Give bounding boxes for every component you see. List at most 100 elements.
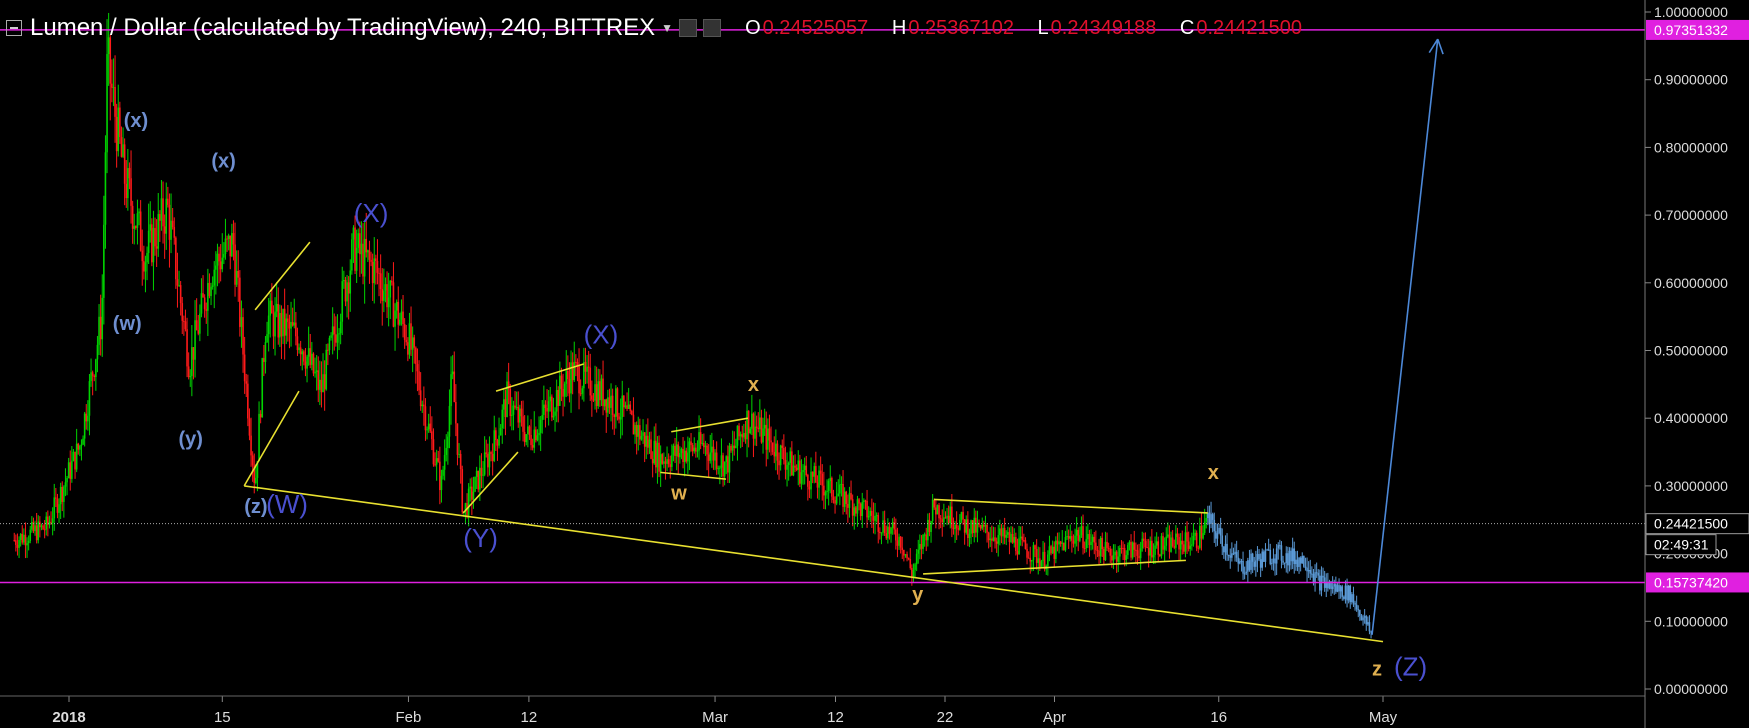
trendline[interactable] xyxy=(923,559,1186,575)
candle xyxy=(1000,528,1003,537)
candle xyxy=(341,281,344,322)
candle xyxy=(307,348,310,357)
candle xyxy=(789,451,792,463)
candle xyxy=(781,445,784,448)
trendline[interactable] xyxy=(254,241,311,311)
trendline[interactable] xyxy=(671,417,749,433)
candle xyxy=(1115,551,1118,562)
candle xyxy=(751,413,753,429)
x-tick-label: Mar xyxy=(702,709,728,726)
candle xyxy=(43,529,46,531)
format-icon[interactable] xyxy=(703,19,722,37)
chart-header: Lumen / Dollar (calculated by TradingVie… xyxy=(0,10,1320,46)
candle xyxy=(119,107,121,138)
candle xyxy=(445,448,448,455)
candle xyxy=(435,458,438,465)
candle xyxy=(48,521,51,525)
candle xyxy=(959,519,961,530)
candle xyxy=(869,510,872,516)
candle xyxy=(99,316,102,340)
candle xyxy=(536,435,539,441)
candle xyxy=(482,474,484,476)
candle xyxy=(594,384,596,401)
candle xyxy=(936,505,939,515)
candle xyxy=(285,318,288,336)
candle xyxy=(688,441,691,453)
candle xyxy=(131,205,134,229)
candle xyxy=(602,378,604,407)
candle xyxy=(1243,573,1246,575)
candle xyxy=(82,438,84,445)
countdown-tag xyxy=(1645,534,1717,556)
candle xyxy=(883,520,886,534)
candle xyxy=(479,467,481,490)
candle xyxy=(16,544,19,548)
candle xyxy=(74,451,76,470)
trendline[interactable] xyxy=(934,498,1208,514)
trendline[interactable] xyxy=(244,485,1384,643)
projection-arrow[interactable] xyxy=(1371,38,1439,635)
candle xyxy=(175,237,177,280)
y-tick-label: 0.30000000 xyxy=(1654,478,1728,494)
candle xyxy=(955,524,958,529)
candle xyxy=(269,300,272,316)
candle xyxy=(920,544,923,549)
candle xyxy=(1183,544,1185,552)
candle xyxy=(243,354,246,382)
candle xyxy=(328,337,331,351)
candle xyxy=(154,227,156,247)
collapse-icon[interactable] xyxy=(6,20,22,36)
candle xyxy=(144,262,147,272)
candle xyxy=(1074,535,1076,544)
candle xyxy=(605,399,608,413)
candle xyxy=(197,330,200,334)
candle xyxy=(245,381,248,384)
high-value: 0.25367102 xyxy=(908,16,1014,39)
price-tag xyxy=(1646,572,1749,593)
trendline[interactable] xyxy=(495,363,584,392)
candle xyxy=(939,518,942,520)
candle xyxy=(306,356,308,369)
candle xyxy=(1355,604,1358,610)
trendline[interactable] xyxy=(462,451,519,514)
settings-icon[interactable] xyxy=(679,19,698,37)
candle xyxy=(923,534,926,536)
trendline[interactable] xyxy=(660,471,727,480)
candle xyxy=(1048,546,1051,555)
chevron-down-icon[interactable]: ▼ xyxy=(661,21,674,35)
candle xyxy=(395,301,398,311)
candle xyxy=(874,515,876,521)
candle xyxy=(299,347,302,355)
candle xyxy=(1109,548,1112,556)
candle xyxy=(941,519,944,523)
y-tick-label: 0.70000000 xyxy=(1654,207,1728,223)
candle xyxy=(999,528,1001,536)
candle xyxy=(840,484,843,486)
close-label: C xyxy=(1179,16,1195,39)
candle xyxy=(1307,569,1310,572)
x-tick-label: 15 xyxy=(214,709,231,726)
candle xyxy=(1304,566,1307,568)
candle xyxy=(231,233,233,257)
candle xyxy=(757,427,760,430)
candle xyxy=(1290,550,1292,562)
candle xyxy=(1112,555,1115,561)
candle xyxy=(1061,542,1064,544)
candle xyxy=(402,311,404,325)
candle xyxy=(600,378,603,401)
candle xyxy=(560,375,563,389)
candle xyxy=(650,439,652,459)
candle xyxy=(362,243,364,277)
candle xyxy=(1359,609,1361,616)
trendline[interactable] xyxy=(243,390,300,487)
price-axis[interactable] xyxy=(1645,0,1749,728)
x-tick-label: Apr xyxy=(1043,709,1066,726)
candle xyxy=(290,322,292,329)
candle xyxy=(709,452,712,461)
candle xyxy=(906,554,908,559)
candle xyxy=(1216,533,1219,539)
candle xyxy=(952,527,955,530)
candle xyxy=(403,324,406,340)
symbol-title[interactable]: Lumen / Dollar (calculated by TradingVie… xyxy=(30,14,656,41)
